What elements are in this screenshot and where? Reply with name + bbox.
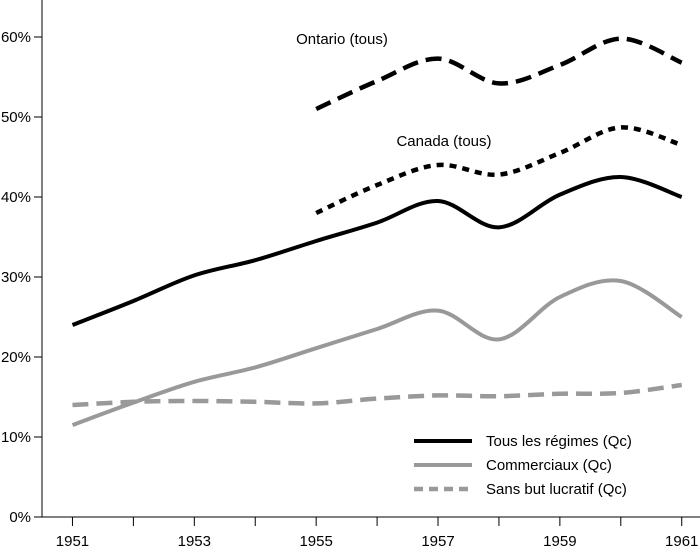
annotation-layer: Ontario (tous) Canada (tous) <box>296 31 491 150</box>
y-tick-label: 30% <box>1 269 31 286</box>
legend: Tous les régimes (Qc) Commerciaux (Qc) San… <box>414 433 632 498</box>
legend-label-sbl_qc: Sans but lucratif (Qc) <box>486 481 627 498</box>
y-tick-label: 10% <box>1 429 31 446</box>
series-line-tous_qc <box>71 174 683 327</box>
annotation-canada: Canada (tous) <box>396 133 491 150</box>
series-line-ontario <box>315 36 683 112</box>
legend-label-tous_qc: Tous les régimes (Qc) <box>486 433 632 450</box>
annotation-ontario: Ontario (tous) <box>296 31 388 48</box>
series-line-sbl_qc <box>72 382 682 408</box>
x-tick-label: 1951 <box>56 533 89 550</box>
series-line-canada <box>315 125 683 216</box>
y-tick-label: 60% <box>1 29 31 46</box>
x-tick-label: 1955 <box>299 533 332 550</box>
series-layer <box>71 36 683 427</box>
y-tick-label: 0% <box>9 509 31 526</box>
legend-label-commerciaux_qc: Commerciaux (Qc) <box>486 457 612 474</box>
y-tick-label: 50% <box>1 109 31 126</box>
x-tick-label: 1957 <box>421 533 454 550</box>
x-tick-label: 1961 <box>665 533 698 550</box>
y-tick-label: 20% <box>1 349 31 366</box>
x-tick-label: 1953 <box>178 533 211 550</box>
y-tick-label: 40% <box>1 189 31 206</box>
x-tick-label: 1959 <box>543 533 576 550</box>
series-line-commerciaux_qc <box>71 278 683 427</box>
